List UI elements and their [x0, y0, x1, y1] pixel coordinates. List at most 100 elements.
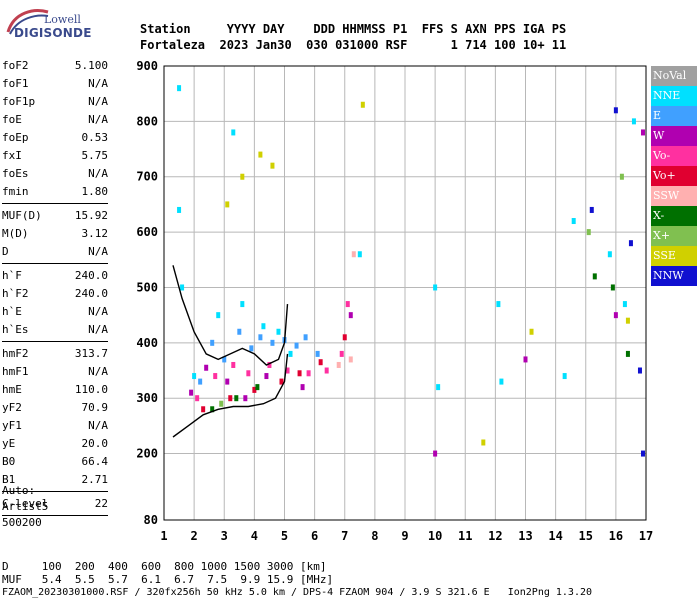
- data-point-w: [640, 129, 645, 136]
- param-row: foF2 5.100: [2, 57, 108, 75]
- param-row: B1 2.71: [2, 471, 108, 489]
- param-value: N/A: [88, 95, 108, 108]
- param-name: h`E: [2, 305, 22, 318]
- param-name: h`F2: [2, 287, 29, 300]
- legend-item-sse: SSE: [651, 246, 697, 266]
- param-row: D N/A: [2, 243, 108, 261]
- param-row: MUF(D) 15.92: [2, 207, 108, 225]
- x-tick-label: 8: [371, 529, 378, 543]
- logo-swoosh-icon: [6, 9, 49, 35]
- data-point-w: [348, 312, 353, 319]
- data-point-nne: [562, 373, 567, 380]
- param-separator: [2, 263, 108, 264]
- data-point-ssw: [348, 356, 353, 363]
- data-point-nne: [216, 312, 221, 319]
- data-point-w: [613, 312, 618, 319]
- legend-item-e: E: [651, 106, 697, 126]
- param-row: fmin 1.80: [2, 183, 108, 201]
- data-point-nne: [571, 218, 576, 225]
- param-row: foF1 N/A: [2, 75, 108, 93]
- param-value: 5.100: [74, 59, 108, 72]
- y-tick-label: 900: [136, 59, 158, 73]
- data-point-w: [243, 395, 248, 402]
- data-point-w: [433, 450, 438, 457]
- x-tick-label: 3: [221, 529, 228, 543]
- x-tick-label: 9: [401, 529, 408, 543]
- data-point-nne: [180, 284, 185, 291]
- param-row: h`F2 240.0: [2, 285, 108, 303]
- data-point-e: [198, 378, 203, 385]
- param-name: foE: [2, 113, 22, 126]
- data-point-sse: [529, 328, 534, 335]
- data-point-x-: [210, 406, 215, 413]
- data-point-e: [258, 334, 263, 341]
- data-point-nne: [607, 251, 612, 258]
- data-point-e: [303, 334, 308, 341]
- param-value: N/A: [88, 323, 108, 336]
- param-row: foF1p N/A: [2, 93, 108, 111]
- data-point-nne: [231, 129, 236, 136]
- param-value: 313.7: [74, 347, 108, 360]
- data-point-nne: [177, 206, 182, 213]
- profile-curve: [172, 265, 289, 366]
- x-tick-label: 12: [488, 529, 502, 543]
- data-point-ssw: [351, 251, 356, 258]
- data-point-vo-: [267, 361, 272, 368]
- legend-item-nnw: NNW: [651, 266, 697, 286]
- data-point-nne: [192, 373, 197, 380]
- data-point-e: [237, 328, 242, 335]
- data-point-vo-: [231, 361, 236, 368]
- data-point-e: [249, 345, 254, 352]
- data-point-w: [225, 378, 230, 385]
- plot-frame: [163, 65, 647, 521]
- legend-item-noval: NoVal: [651, 66, 697, 86]
- param-row: fxI 5.75: [2, 147, 108, 165]
- param-name: C-level: [2, 497, 49, 510]
- data-point-e: [294, 342, 299, 349]
- data-point-nne: [276, 328, 281, 335]
- data-point-x-: [234, 395, 239, 402]
- data-point-nne: [357, 251, 362, 258]
- data-point-e: [222, 356, 227, 363]
- auto-algorithm: Artist5: [2, 500, 49, 513]
- param-value: N/A: [88, 113, 108, 126]
- data-point-x-: [219, 400, 224, 407]
- y-tick-label: 400: [136, 336, 158, 350]
- param-value: N/A: [88, 305, 108, 318]
- data-point-x-: [610, 284, 615, 291]
- auto-code: 500200: [2, 516, 42, 529]
- data-point-vo-: [339, 350, 344, 357]
- parameter-table: foF2 5.100 foF1 N/A foF1p N/A foE N/A foEp 0.53 fx…: [2, 57, 108, 519]
- legend-item-w: W: [651, 126, 697, 146]
- data-point-vo-: [228, 395, 233, 402]
- param-value: 70.9: [81, 401, 109, 414]
- data-point-vo-: [285, 367, 290, 374]
- param-name: fxI: [2, 149, 22, 162]
- data-point-nnw: [628, 240, 633, 247]
- digisonde-logo: Lowell DIGISONDE: [4, 6, 91, 42]
- param-row: M(D) 3.12: [2, 225, 108, 243]
- data-point-vo-: [324, 367, 329, 374]
- param-name: foF1: [2, 77, 29, 90]
- param-value: 3.12: [81, 227, 109, 240]
- header-row-values: Fortaleza 2023 Jan30 030 031000 RSF 1 71…: [140, 38, 567, 52]
- data-point-nne: [496, 301, 501, 308]
- footer-muf-row: MUF 5.4 5.5 5.7 6.1 6.7 7.5 9.9 15.9 [MH…: [2, 573, 334, 586]
- legend-item-nne: NNE: [651, 86, 697, 106]
- profile-curve: [172, 353, 289, 438]
- logo-digisonde-text: DIGISONDE: [14, 26, 92, 40]
- y-tick-label: 800: [136, 114, 158, 128]
- x-tick-label: 1: [160, 529, 167, 543]
- data-point-sse: [258, 151, 263, 158]
- data-point-nnw: [589, 206, 594, 213]
- data-point-nne: [433, 284, 438, 291]
- x-tick-label: 16: [609, 529, 623, 543]
- param-value: 1.80: [81, 185, 109, 198]
- data-point-ssw: [336, 361, 341, 368]
- y-tick-label: 500: [136, 280, 158, 294]
- data-point-x-: [619, 173, 624, 180]
- param-value: 0.53: [81, 131, 109, 144]
- param-row: yE 20.0: [2, 435, 108, 453]
- header-row-labels: Station YYYY DAY DDD HHMMSS P1 FFS S AXN…: [140, 22, 567, 36]
